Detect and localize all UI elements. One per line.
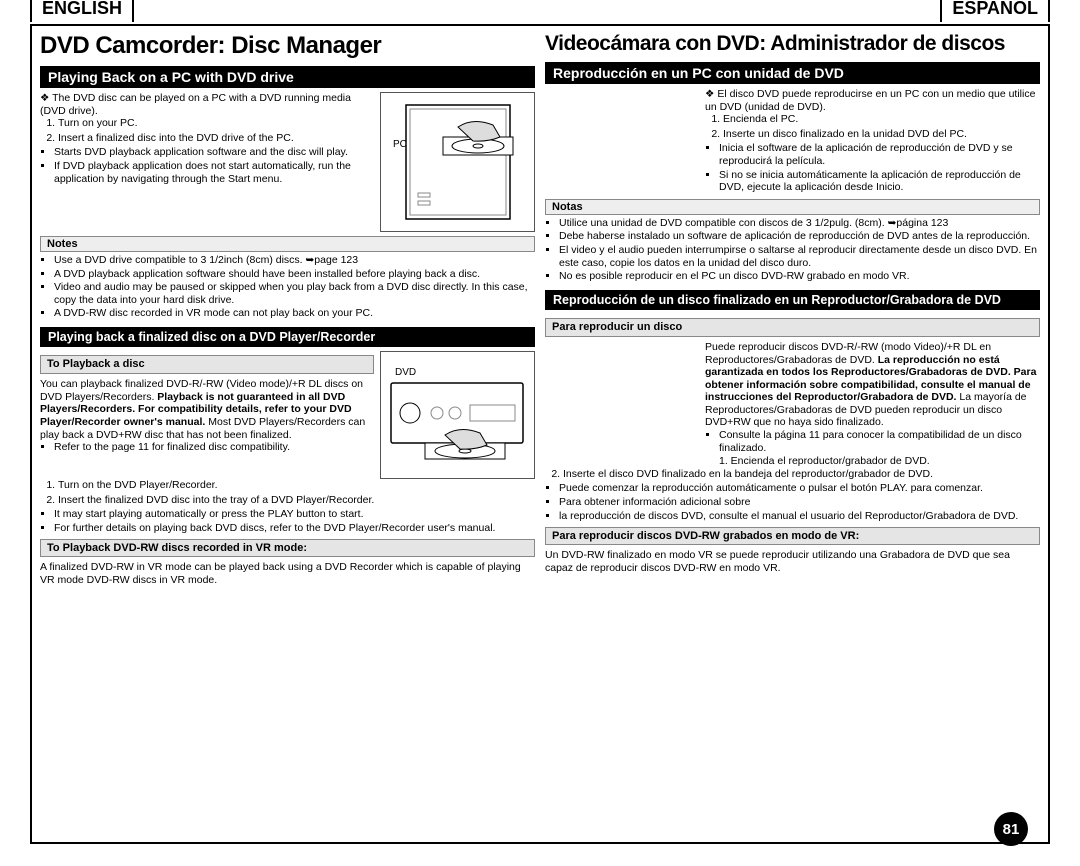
sec2-step1-en: Turn on the DVD Player/Recorder. xyxy=(58,479,535,492)
note3-en: Video and audio may be paused or skipped… xyxy=(54,281,535,306)
note4-es: No es posible reproducir en el PC un dis… xyxy=(559,270,1040,283)
sec2-sub1b-es: 1. Encienda el reproductor/grabador de D… xyxy=(705,455,1040,468)
sec2-box2-es: Para reproducir discos DVD-RW grabados e… xyxy=(545,527,1040,545)
section1-title-en: Playing Back on a PC with DVD drive xyxy=(40,66,535,88)
sec2-step2-en: Insert the finalized DVD disc into the t… xyxy=(58,494,535,507)
sec2-box1-en: To Playback a disc xyxy=(40,355,374,374)
page-number: 81 xyxy=(994,812,1028,846)
note2-en: A DVD playback application software shou… xyxy=(54,268,535,281)
sec1-intro-en: The DVD disc can be played on a PC with … xyxy=(40,92,374,117)
sec1-step2-en: Insert a finalized disc into the DVD dri… xyxy=(58,132,374,145)
note3-es: El video y el audio pueden interrumpirse… xyxy=(559,244,1040,269)
illustration-dvd: DVD xyxy=(380,351,535,479)
sec1-step1-es: Encienda el PC. xyxy=(723,113,1040,126)
heading-es: Videocámara con DVD: Administrador de di… xyxy=(545,32,1040,56)
sec2-box2-en: To Playback DVD-RW discs recorded in VR … xyxy=(40,539,535,557)
note1-en: Use a DVD drive compatible to 3 1/2inch … xyxy=(54,254,535,267)
lang-tab-spanish: ESPAÑOL xyxy=(940,0,1050,22)
section2-title-es: Reproducción de un disco finalizado en u… xyxy=(545,290,1040,310)
sec2-box1-es: Para reproducir un disco xyxy=(545,318,1040,337)
sec1-sub1-es: Inicia el software de la aplicación de r… xyxy=(719,142,1040,167)
page-frame: DVD Camcorder: Disc Manager Playing Back… xyxy=(30,24,1050,844)
sec1-sub1-en: Starts DVD playback application software… xyxy=(54,146,374,159)
heading-en: DVD Camcorder: Disc Manager xyxy=(40,32,535,60)
sec1-intro-es: El disco DVD puede reproducirse en un PC… xyxy=(705,88,1040,113)
sec2-step2-es: Inserte el disco DVD finalizado en la ba… xyxy=(563,468,1040,481)
section2-title-en: Playing back a finalized disc on a DVD P… xyxy=(40,327,535,347)
sec1-sub2-en: If DVD playback application does not sta… xyxy=(54,160,374,185)
sec2-p2-en: A finalized DVD-RW in VR mode can be pla… xyxy=(40,561,535,586)
sec2-p2-es: Un DVD-RW finalizado en modo VR se puede… xyxy=(545,549,1040,574)
sec1-step1-en: Turn on your PC. xyxy=(58,117,374,130)
svg-text:PC: PC xyxy=(393,139,407,150)
sec1-step2-es: Inserte un disco finalizado en la unidad… xyxy=(723,128,1040,141)
sec2-sub2b-es: Para obtener información adicional sobre xyxy=(559,496,1040,509)
svg-text:DVD: DVD xyxy=(395,367,416,378)
sec2-sub1-en: Refer to the page 11 for finalized disc … xyxy=(54,441,374,454)
lang-tab-english: ENGLISH xyxy=(30,0,134,22)
illustration-pc: PC xyxy=(380,92,535,232)
column-english: DVD Camcorder: Disc Manager Playing Back… xyxy=(40,30,535,834)
sec2-sub2c-es: la reproducción de discos DVD, consulte … xyxy=(559,510,1040,523)
section1-title-es: Reproducción en un PC con unidad de DVD xyxy=(545,62,1040,84)
sec2-sub2a-es: Puede comenzar la reproducción automátic… xyxy=(559,482,1040,495)
sec1-sub2-es: Si no se inicia automáticamente la aplic… xyxy=(719,169,1040,194)
sec2-sub1a-es: Consulte la página 11 para conocer la co… xyxy=(719,429,1040,454)
sec2-sub2a-en: It may start playing automatically or pr… xyxy=(54,508,535,521)
sec2-sub2b-en: For further details on playing back DVD … xyxy=(54,522,535,535)
note1-es: Utilice una unidad de DVD compatible con… xyxy=(559,217,1040,230)
note2-es: Debe haberse instalado un software de ap… xyxy=(559,230,1040,243)
note4-en: A DVD-RW disc recorded in VR mode can no… xyxy=(54,307,535,320)
notes-label-en: Notes xyxy=(40,236,535,252)
column-spanish: Videocámara con DVD: Administrador de di… xyxy=(545,30,1040,834)
notes-label-es: Notas xyxy=(545,199,1040,215)
